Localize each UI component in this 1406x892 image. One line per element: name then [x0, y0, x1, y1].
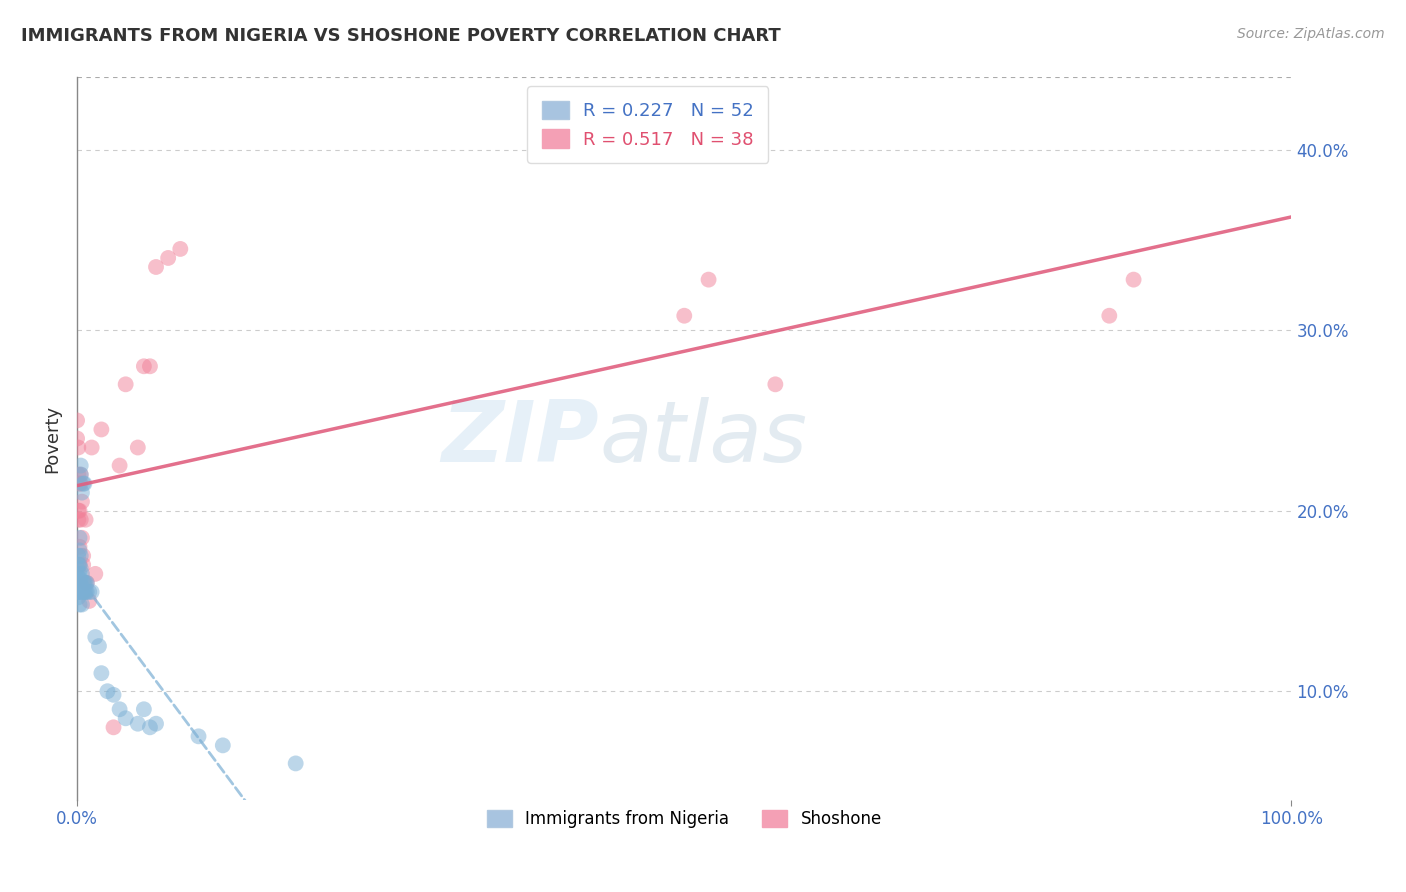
Point: [69, 566, 91, 581]
Point: [67, 441, 90, 455]
Point: [69, 458, 91, 473]
Point: [69, 476, 91, 491]
Point: [69, 585, 91, 599]
Point: [69, 504, 91, 518]
Text: IMMIGRANTS FROM NIGERIA VS SHOSHONE POVERTY CORRELATION CHART: IMMIGRANTS FROM NIGERIA VS SHOSHONE POVE…: [21, 27, 780, 45]
Point: [72, 575, 94, 590]
Point: [67, 549, 90, 563]
Point: [145, 716, 167, 731]
Point: [66, 580, 89, 594]
Point: [69, 572, 91, 586]
Point: [103, 720, 125, 734]
Point: [127, 716, 149, 731]
Point: [76, 575, 98, 590]
Point: [763, 377, 786, 392]
Point: [69, 467, 91, 482]
Point: [96, 684, 118, 698]
Point: [169, 242, 191, 256]
Point: [66, 572, 89, 586]
Point: [77, 594, 100, 608]
Point: [69, 467, 91, 482]
Point: [70, 566, 93, 581]
Point: [127, 441, 149, 455]
Point: [69, 585, 91, 599]
Point: [70, 598, 93, 612]
Point: [80, 441, 103, 455]
Point: [73, 585, 96, 599]
Point: [70, 580, 93, 594]
Point: [72, 476, 94, 491]
Point: [70, 531, 93, 545]
Point: [1122, 272, 1144, 286]
Legend: Immigrants from Nigeria, Shoshone: Immigrants from Nigeria, Shoshone: [479, 803, 889, 835]
Point: [673, 309, 696, 323]
Point: [84, 566, 107, 581]
Point: [69, 540, 91, 554]
Text: atlas: atlas: [599, 397, 807, 480]
Point: [69, 561, 91, 575]
Point: [70, 494, 93, 508]
Point: [90, 422, 112, 436]
Text: Source: ZipAtlas.com: Source: ZipAtlas.com: [1237, 27, 1385, 41]
Point: [69, 549, 91, 563]
Point: [67, 504, 90, 518]
Point: [72, 558, 94, 572]
Point: [73, 476, 96, 491]
Point: [697, 272, 720, 286]
Point: [70, 485, 93, 500]
Point: [69, 531, 91, 545]
Point: [69, 543, 91, 558]
Point: [69, 476, 91, 491]
Point: [87, 639, 110, 653]
Point: [80, 585, 103, 599]
Point: [132, 702, 155, 716]
Point: [69, 513, 91, 527]
Point: [132, 359, 155, 374]
Point: [72, 549, 94, 563]
Point: [187, 729, 209, 743]
Point: [108, 458, 131, 473]
Point: [75, 575, 97, 590]
Point: [103, 688, 125, 702]
Point: [108, 702, 131, 716]
Point: [67, 558, 90, 572]
Point: [73, 575, 96, 590]
Point: [145, 260, 167, 274]
Point: [76, 585, 98, 599]
Point: [72, 585, 94, 599]
Point: [67, 570, 90, 584]
Point: [66, 561, 89, 575]
Point: [75, 513, 97, 527]
Point: [84, 630, 107, 644]
Point: [67, 467, 90, 482]
Text: ZIP: ZIP: [441, 397, 599, 480]
Point: [76, 575, 98, 590]
Point: [69, 575, 91, 590]
Point: [66, 432, 89, 446]
Point: [75, 585, 97, 599]
Point: [77, 585, 100, 599]
Point: [211, 739, 233, 753]
Point: [90, 666, 112, 681]
Point: [66, 585, 89, 599]
Point: [139, 359, 162, 374]
Point: [66, 413, 89, 427]
Point: [69, 598, 91, 612]
Point: [69, 558, 91, 572]
Point: [67, 513, 90, 527]
Point: [114, 711, 136, 725]
Point: [284, 756, 307, 771]
Point: [67, 580, 90, 594]
Point: [157, 251, 180, 265]
Point: [1098, 309, 1121, 323]
Y-axis label: Poverty: Poverty: [44, 404, 60, 473]
Point: [67, 591, 90, 605]
Point: [69, 558, 91, 572]
Point: [114, 377, 136, 392]
Point: [73, 575, 96, 590]
Point: [139, 720, 162, 734]
